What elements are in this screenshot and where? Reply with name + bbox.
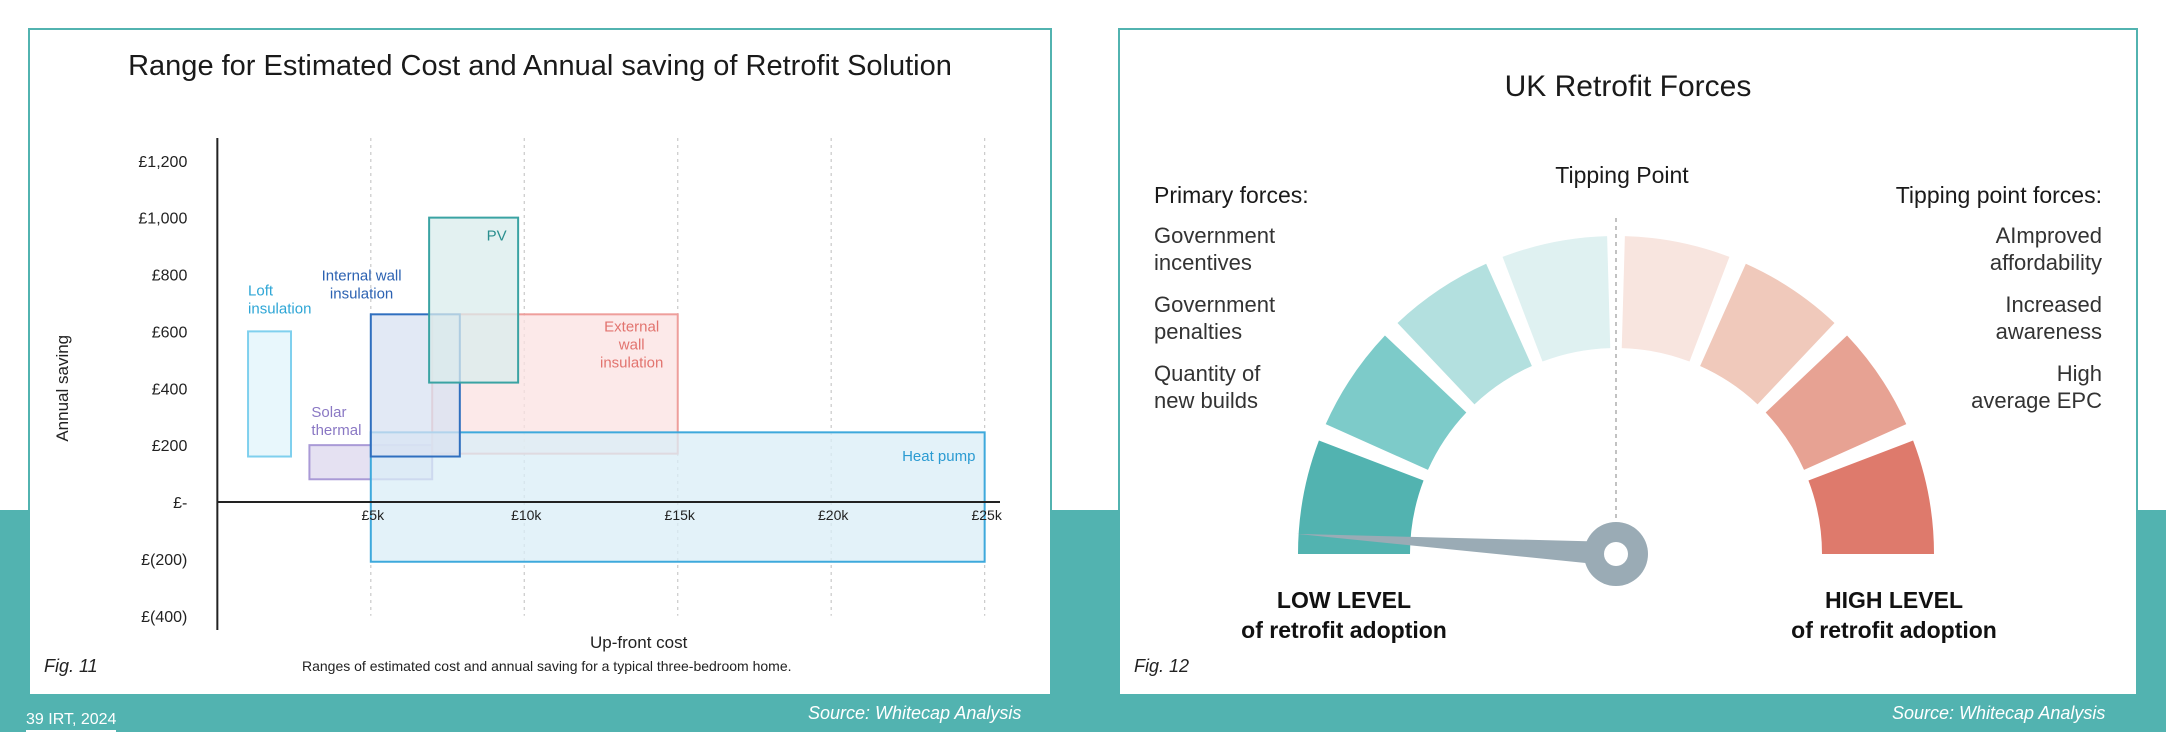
- series-label: PV: [487, 227, 507, 244]
- retrofit-gauge: [1296, 218, 1934, 586]
- range-box: [247, 330, 293, 458]
- tipping-force-item: Increased awareness: [1995, 292, 2102, 344]
- range-box: [369, 313, 461, 458]
- y-tick-label: £1,200: [138, 154, 187, 171]
- primary-force-item: Government penalties: [1154, 292, 1276, 344]
- y-tick-label: £800: [152, 268, 188, 285]
- y-tick-label: £-: [173, 495, 187, 512]
- series-label: insulation: [330, 285, 393, 302]
- series-label: Internal wall: [322, 267, 402, 284]
- page-number: 39 IRT, 2024: [26, 711, 117, 732]
- series-label: thermal: [311, 422, 361, 439]
- x-tick-label: £10k: [511, 507, 542, 523]
- gauge-segment: [1502, 236, 1611, 362]
- series-label: wall: [618, 336, 645, 353]
- gauge-segment: [1765, 335, 1907, 470]
- x-tick-label: £25k: [971, 507, 1002, 523]
- gauge-segment: [1621, 236, 1730, 362]
- low-level-label: LOW LEVEL of retrofit adoption: [1241, 587, 1447, 643]
- source-note-right: Source: Whitecap Analysis: [1892, 703, 2106, 723]
- y-tick-label: £200: [152, 438, 188, 455]
- y-tick-label: £(200): [141, 552, 187, 569]
- tipping-point-label: Tipping Point: [1555, 162, 1689, 188]
- range-chart: £1,200 £1,000 £800 £600 £400 £200 £- £(200) £(40…: [53, 138, 1003, 652]
- fig12-panel: UK Retrofit Forces Primary forces: Gover…: [1118, 28, 2138, 696]
- tipping-forces-heading: Tipping point forces:: [1895, 182, 2102, 208]
- range-box: [369, 431, 986, 563]
- tipping-force-item: AImproved affordability: [1989, 223, 2102, 275]
- gauge-segment: [1325, 335, 1467, 470]
- series-label: Heat pump: [902, 448, 975, 465]
- high-level-label: HIGH LEVEL of retrofit adoption: [1791, 587, 1997, 643]
- series-label: External: [604, 318, 659, 335]
- gauge-segment: [1397, 263, 1532, 405]
- y-axis-label: Annual saving: [53, 335, 72, 442]
- series-label: Loft: [248, 282, 274, 299]
- gauge-segment: [1700, 263, 1835, 405]
- series-label: insulation: [600, 354, 663, 371]
- fig12-label: Fig. 12: [1134, 656, 1190, 676]
- source-note-left: Source: Whitecap Analysis: [808, 703, 1022, 723]
- primary-force-item: Quantity of new builds: [1154, 361, 1261, 413]
- primary-forces-heading: Primary forces:: [1154, 182, 1309, 208]
- fig11-panel: Range for Estimated Cost and Annual savi…: [28, 28, 1052, 696]
- x-tick-label: £15k: [665, 507, 696, 523]
- fig11-caption: Ranges of estimated cost and annual savi…: [302, 658, 792, 674]
- y-tick-label: £400: [152, 381, 188, 398]
- primary-force-item: Government incentives: [1154, 223, 1276, 275]
- gauge-segment: [1298, 440, 1424, 554]
- fig11-label: Fig. 11: [44, 656, 98, 676]
- chart-title: Range for Estimated Cost and Annual savi…: [128, 50, 952, 82]
- range-box: [428, 216, 520, 384]
- gauge-needle: [1296, 533, 1617, 566]
- y-tick-label: £600: [152, 324, 188, 341]
- needle-hub-center: [1604, 542, 1628, 566]
- series-label: Solar: [311, 404, 346, 421]
- y-tick-label: £1,000: [138, 211, 187, 228]
- series-label: insulation: [248, 300, 311, 317]
- x-tick-label: £20k: [818, 507, 849, 523]
- tipping-force-item: High average EPC: [1971, 361, 2102, 413]
- gauge-segment: [1808, 440, 1934, 554]
- x-tick-label: £5k: [362, 507, 386, 523]
- y-tick-label: £(400): [141, 609, 187, 626]
- x-axis-label: Up-front cost: [590, 633, 688, 652]
- gauge-title: UK Retrofit Forces: [1504, 70, 1752, 103]
